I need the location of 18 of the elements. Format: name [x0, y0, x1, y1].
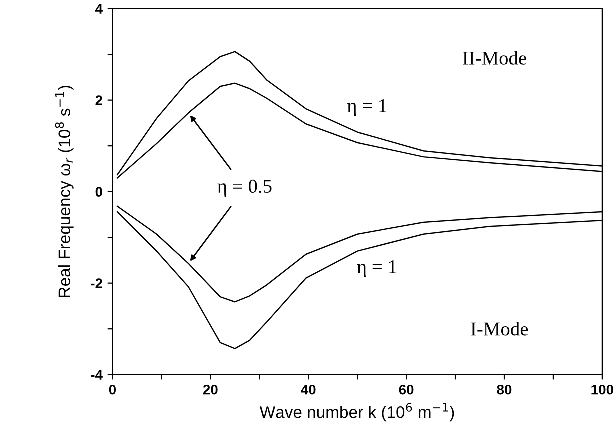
y-tick-label: 2 [96, 96, 102, 106]
x-tick-label: 80 [497, 384, 512, 395]
y-tick-label: 4 [95, 4, 103, 14]
x-tick-label: 60 [399, 384, 414, 395]
annotation: II-Mode [463, 51, 526, 65]
annotation: η = 1 [347, 99, 387, 116]
x-tick-label: 0 [109, 384, 116, 395]
y-tick-label: -4 [91, 370, 103, 380]
y-tick-label: -2 [91, 278, 102, 288]
x-axis-title: Wave number k (10$^{6}$ m$^{−1}$) [260, 403, 454, 422]
x-tick-label: 100 [592, 384, 614, 395]
y-tick-label: 0 [96, 187, 102, 198]
x-tick-label: 40 [301, 384, 316, 395]
annotation: I-Mode [471, 322, 528, 336]
annotation: η = 0.5 [218, 180, 272, 197]
x-tick-label: 20 [203, 384, 218, 395]
y-axis-title: Real Frequency ω$_{r}$ (10$^{8}$ s$^{−1}$) [55, 86, 74, 298]
annotation: η = 1 [357, 260, 396, 278]
